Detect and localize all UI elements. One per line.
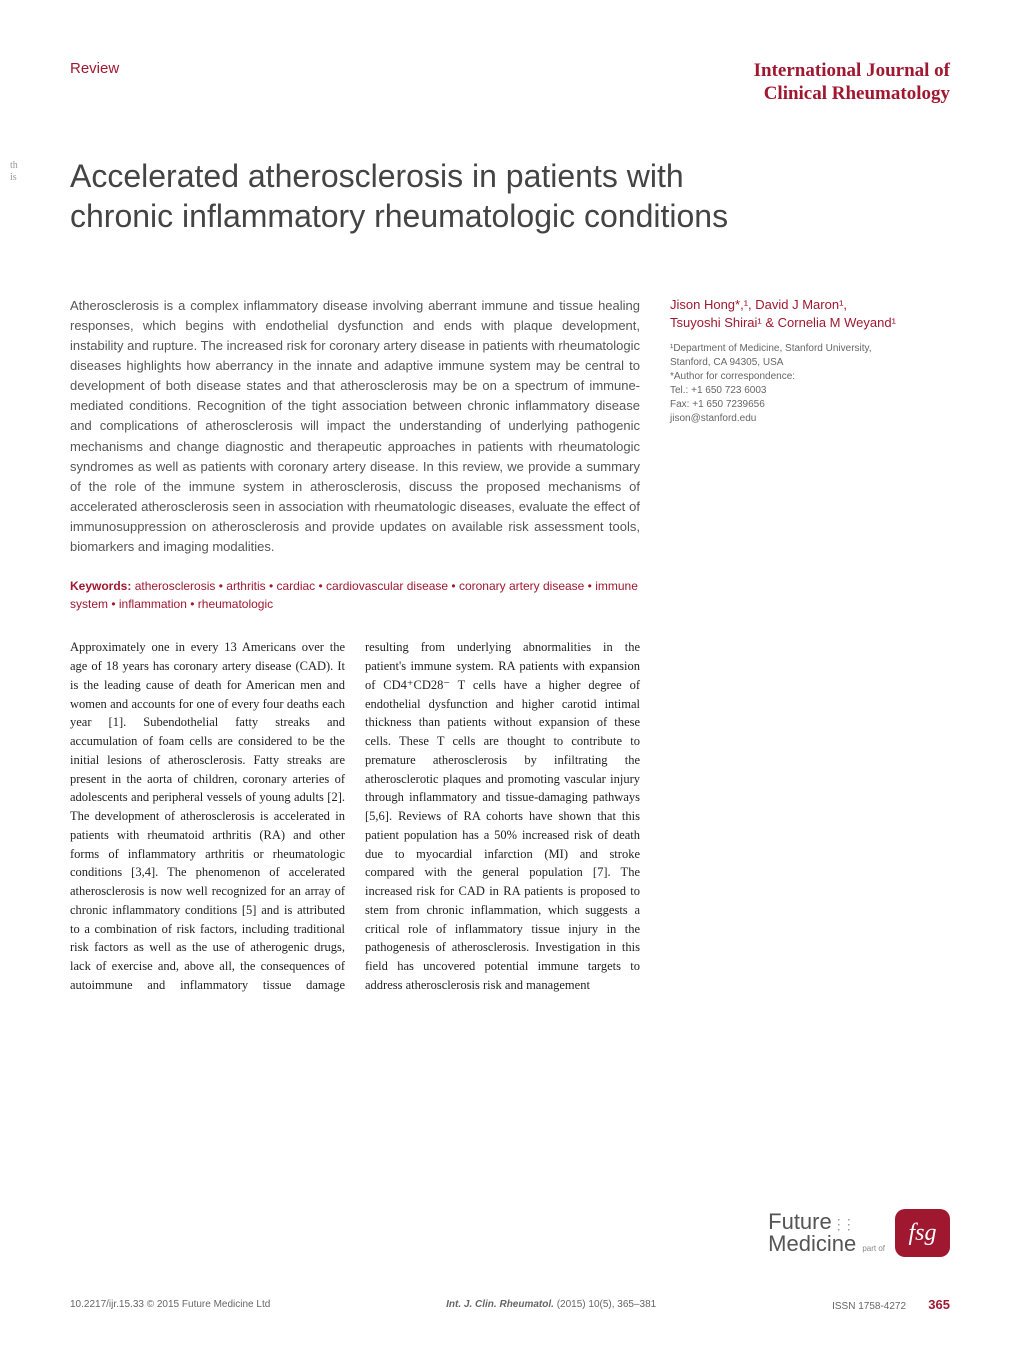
logo-partof: part of	[862, 1244, 885, 1253]
affiliation: ¹Department of Medicine, Stanford Univer…	[670, 342, 900, 426]
citation-details: (2015) 10(5), 365–381	[557, 1299, 657, 1310]
sidebar: Jison Hong*,¹, David J Maron¹, Tsuyoshi …	[670, 296, 900, 995]
keywords: Keywords: atherosclerosis • arthritis • …	[70, 577, 640, 613]
article-title: Accelerated atherosclerosis in patients …	[70, 156, 750, 236]
review-label: Review	[70, 60, 119, 77]
logo-medicine: Medicine part of	[768, 1233, 885, 1255]
side-text-line1: th	[10, 160, 18, 172]
page-number: 365	[928, 1297, 950, 1312]
journal-line1: International Journal of	[754, 60, 950, 83]
main-content: Atherosclerosis is a complex inflammator…	[70, 296, 640, 995]
fsg-logo: fsg	[895, 1209, 950, 1257]
side-text-line2: is	[10, 172, 18, 184]
publisher-logo: Future Medicine part of fsg	[768, 1209, 950, 1257]
footer-issn: ISSN 1758-4272	[832, 1301, 906, 1312]
page-header: Review International Journal of Clinical…	[70, 60, 950, 106]
future-medicine-logo: Future Medicine part of	[768, 1211, 885, 1255]
footer-citation: Int. J. Clin. Rheumatol. (2015) 10(5), 3…	[446, 1299, 656, 1310]
footer-doi: 10.2217/ijr.15.33 © 2015 Future Medicine…	[70, 1299, 270, 1310]
dots-icon	[832, 1211, 852, 1231]
citation-journal: Int. J. Clin. Rheumatol.	[446, 1299, 557, 1310]
abstract: Atherosclerosis is a complex inflammator…	[70, 296, 640, 558]
content-row: Atherosclerosis is a complex inflammator…	[70, 296, 950, 995]
body-text: Approximately one in every 13 Americans …	[70, 638, 640, 994]
keywords-label: Keywords:	[70, 579, 131, 593]
journal-name: International Journal of Clinical Rheuma…	[754, 60, 950, 106]
side-crop-text: th is	[10, 160, 18, 184]
footer-right: ISSN 1758-4272 365	[832, 1297, 950, 1312]
journal-line2: Clinical Rheumatology	[754, 83, 950, 106]
authors: Jison Hong*,¹, David J Maron¹, Tsuyoshi …	[670, 296, 900, 332]
keywords-text: atherosclerosis • arthritis • cardiac • …	[70, 579, 638, 611]
page-footer: 10.2217/ijr.15.33 © 2015 Future Medicine…	[70, 1297, 950, 1312]
